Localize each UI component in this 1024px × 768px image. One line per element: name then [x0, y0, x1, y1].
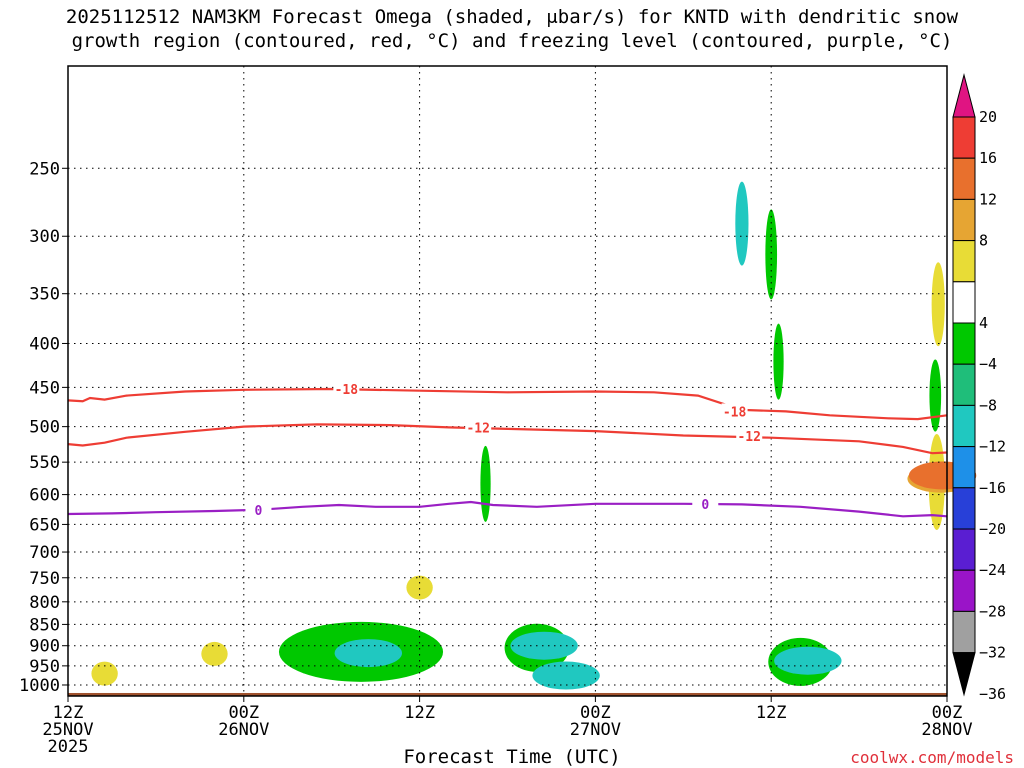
contour-label-2-1: 0: [701, 498, 709, 513]
colorbar-label-5: −4: [979, 355, 997, 373]
omega-region-6: [774, 646, 842, 675]
x-tick-label-0-3: 2025: [48, 737, 89, 757]
omega-region-14: [91, 661, 118, 686]
contour-label-1-0: -12: [466, 421, 489, 436]
colorbar-label-0: 20: [979, 108, 997, 126]
colorbar-bin-5: [952, 322, 976, 365]
x-tick-label-48-1: 12Z: [756, 703, 787, 723]
omega-region-8: [765, 209, 778, 300]
omega-region-4: [532, 661, 600, 690]
contour-label-bg-1-0: [465, 419, 492, 436]
colorbar-bin-11: [952, 569, 976, 612]
y-tick-label-450: 450: [29, 378, 60, 398]
colorbar-label-11: −28: [979, 602, 1006, 620]
y-tick-label-800: 800: [29, 593, 60, 613]
colorbar-bin-9: [952, 487, 976, 530]
colorbar-bin-4: [952, 281, 976, 324]
omega-region-11: [929, 359, 942, 432]
colorbar-bottom-arrow: [952, 652, 976, 697]
colorbar-bin-7: [952, 404, 976, 448]
colorbar-label-2: 12: [979, 190, 997, 208]
omega-region-13: [406, 575, 433, 600]
contour-label-bg-2-0: [245, 501, 272, 518]
contour-label-0-0: -18: [335, 383, 359, 398]
y-tick-label-400: 400: [29, 334, 60, 354]
contour-label-bg-0-0: [333, 381, 360, 398]
y-tick-label-600: 600: [29, 486, 60, 506]
colorbar-label-12: −32: [979, 644, 1006, 662]
y-tick-label-700: 700: [29, 543, 60, 563]
contour-label-bg-0-1: [721, 403, 748, 420]
x-tick-label-36-1: 00Z: [580, 703, 611, 723]
x-tick-label-12-2: 26NOV: [218, 720, 269, 740]
y-tick-label-1000: 1000: [19, 676, 60, 696]
y-tick-label-650: 650: [29, 515, 60, 535]
terrain-strip: [68, 692, 947, 696]
y-tick-label-300: 300: [29, 227, 60, 247]
omega-region-1: [334, 639, 403, 668]
colorbar-label-3: 8: [979, 232, 988, 250]
contour-label-2-0: 0: [255, 504, 263, 519]
y-tick-label-500: 500: [29, 418, 60, 438]
colorbar-label-6: −8: [979, 396, 997, 414]
x-axis-label: Forecast Time (UTC): [403, 746, 621, 768]
x-tick-label-36-2: 27NOV: [570, 720, 621, 740]
colorbar-bin-0: [952, 116, 976, 159]
y-tick-label-750: 750: [29, 569, 60, 589]
colorbar-label-1: 16: [979, 149, 997, 167]
colorbar-label-10: −24: [979, 561, 1006, 579]
omega-region-10: [480, 445, 491, 522]
colorbar-bin-1: [952, 157, 976, 200]
x-tick-label-0-2: 25NOV: [42, 720, 93, 740]
x-tick-label-0-1: 12Z: [53, 703, 84, 723]
contour-line-1: [67, 423, 948, 455]
y-tick-label-250: 250: [29, 159, 60, 179]
colorbar-label-8: −16: [979, 479, 1006, 497]
y-tick-label-850: 850: [29, 615, 60, 635]
plot-frame: [67, 65, 948, 697]
omega-region-12: [201, 641, 228, 666]
colorbar-bin-12: [952, 610, 976, 654]
contour-label-0-1: -18: [723, 405, 747, 420]
colorbar-top-arrow: [952, 73, 976, 118]
x-tick-label-24-1: 12Z: [404, 703, 435, 723]
x-tick-label-60-2: 28NOV: [921, 720, 972, 740]
contour-label-1-1: -12: [737, 430, 760, 445]
contour-label-bg-2-1: [692, 495, 719, 512]
colorbar-bin-6: [952, 363, 976, 406]
contour-label-bg-1-1: [736, 428, 763, 445]
y-tick-label-350: 350: [29, 285, 60, 305]
chart-title-line-2: growth region (contoured, red, °C) and f…: [71, 30, 953, 52]
site-credit: coolwx.com/models: [850, 748, 1014, 767]
plot-background: [68, 66, 947, 696]
omega-region-15: [931, 262, 945, 347]
colorbar-bin-8: [952, 446, 976, 489]
omega-region-9: [773, 323, 784, 400]
colorbar-bin-10: [952, 528, 976, 571]
colorbar-label-13: −36: [979, 685, 1006, 703]
y-tick-label-950: 950: [29, 657, 60, 677]
x-tick-label-12-1: 00Z: [228, 703, 259, 723]
colorbar-label-7: −12: [979, 438, 1006, 456]
colorbar-label-4: 4: [979, 314, 988, 332]
x-tick-label-60-1: 00Z: [932, 703, 963, 723]
omega-region-3: [510, 631, 578, 660]
colorbar-bin-3: [952, 240, 976, 283]
omega-region-7: [735, 181, 749, 266]
colorbar-bin-2: [952, 198, 976, 242]
contour-line-2: [67, 500, 948, 518]
y-tick-label-550: 550: [29, 453, 60, 473]
chart-title-line-1: 2025112512 NAM3KM Forecast Omega (shaded…: [65, 6, 959, 28]
y-tick-label-900: 900: [29, 637, 60, 657]
contour-line-0: [67, 387, 948, 421]
colorbar-label-9: −20: [979, 520, 1006, 538]
